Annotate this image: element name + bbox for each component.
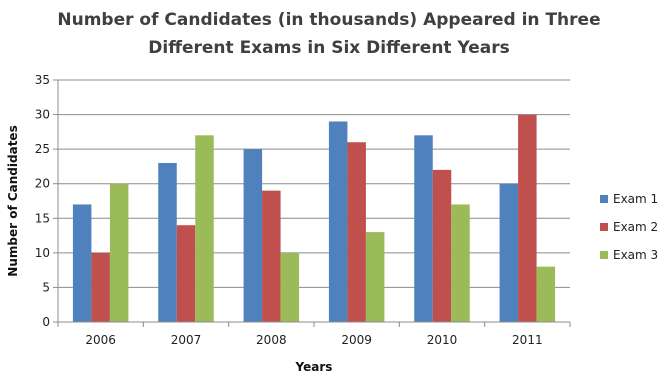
x-tick-label: 2007: [171, 333, 202, 347]
x-tick-label: 2011: [512, 333, 543, 347]
y-tick-label: 5: [42, 280, 50, 294]
y-tick-label: 15: [35, 211, 50, 225]
bar-exam-3-2006: [109, 183, 129, 322]
bar-exam-1-2008: [243, 149, 263, 322]
bar-exam-3-2007: [195, 135, 214, 322]
y-tick-label: 10: [35, 246, 50, 260]
bar-exam-2-2010: [432, 169, 452, 322]
bar-exam-1-2006: [72, 204, 92, 322]
bar-exam-3-2010: [451, 204, 470, 322]
legend-swatch-exam-3: [600, 251, 608, 259]
y-tick-label: 30: [35, 108, 50, 122]
chart-title-line-1: Number of Candidates (in thousands) Appe…: [57, 10, 601, 30]
bar-exam-1-2009: [328, 121, 348, 322]
legend-swatch-exam-2: [600, 223, 608, 231]
legend-label-exam-3: Exam 3: [613, 248, 658, 262]
legend-swatch-exam-1: [600, 195, 608, 203]
bar-exam-3-2011: [536, 266, 556, 322]
bar-exam-1-2010: [414, 135, 433, 322]
bar-exam-1-2007: [158, 162, 177, 322]
chart-title-line-2: Different Exams in Six Different Years: [148, 38, 510, 58]
bar-exam-2-2009: [347, 142, 366, 322]
y-tick-label: 20: [35, 177, 50, 191]
legend-label-exam-2: Exam 2: [613, 220, 658, 234]
y-tick-label: 0: [42, 315, 50, 329]
bar-exam-3-2009: [365, 232, 385, 322]
bar-exam-2-2011: [518, 114, 537, 322]
bar-exam-2-2006: [91, 252, 110, 322]
legend: Exam 1 Exam 2 Exam 3: [600, 192, 658, 262]
y-axis-title: Number of Candidates: [6, 125, 20, 276]
axes: 0 5 10 15 20 25 30 35 2006 2007 2008 2009 2010 2011: [35, 73, 571, 347]
x-tick-label: 2009: [341, 333, 372, 347]
x-tick-label: 2010: [427, 333, 458, 347]
chart-title: Number of Candidates (in thousands) Appe…: [40, 6, 618, 62]
x-tick-label: 2008: [256, 333, 287, 347]
bars: [72, 114, 556, 322]
bar-exam-1-2011: [499, 183, 519, 322]
bar-exam-2-2008: [262, 190, 281, 322]
x-axis-title: Years: [295, 360, 333, 374]
x-tick-label: 2006: [85, 333, 116, 347]
bar-exam-3-2008: [280, 252, 300, 322]
legend-label-exam-1: Exam 1: [613, 192, 658, 206]
y-tick-label: 35: [35, 73, 50, 87]
bar-exam-2-2007: [176, 225, 196, 322]
gridlines: [58, 79, 570, 323]
y-tick-label: 25: [35, 142, 50, 156]
